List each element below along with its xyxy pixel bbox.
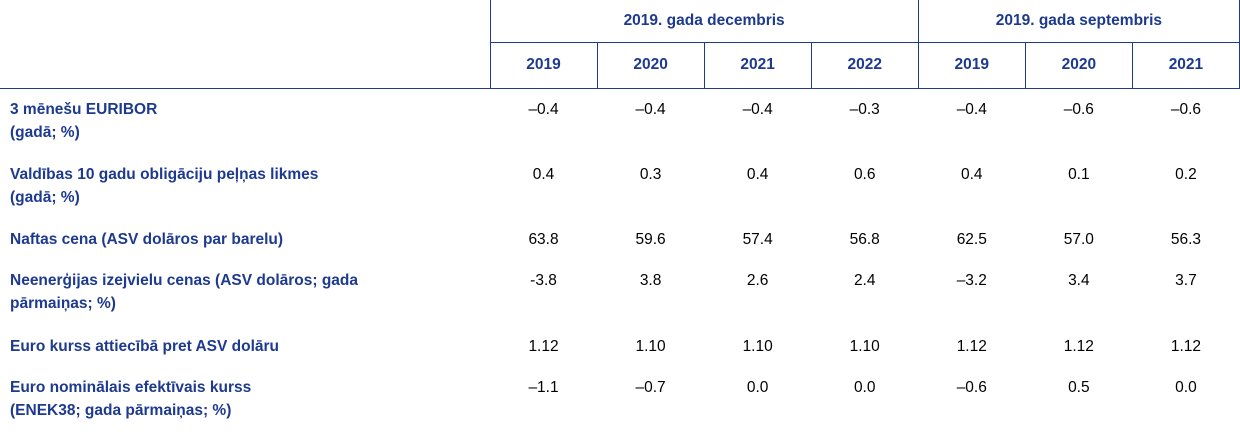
value-cell: 1.12 [1063,338,1094,355]
data-row: Euro kurss attiecībā pret ASV dolāru 1.12… [0,326,1240,367]
value-cell: –1.1 [528,379,559,396]
row-label-line: Euro nominālais efektīvais kurss [10,379,252,396]
value-cell: 62.5 [956,231,987,248]
value-cell: 0.4 [532,166,555,183]
value-cell: 57.4 [742,231,773,248]
value-cell: 2.6 [746,272,769,289]
value-cell: 1.12 [1170,338,1202,355]
corner-cell [0,0,491,89]
row-label-line: Valdības 10 gadu obligāciju peļņas likme… [10,166,319,183]
year-header: 2022 [811,42,919,89]
year-header: 2019 [490,42,598,89]
value-cell: 2.4 [853,272,876,289]
year-header: 2021 [704,42,812,89]
row-label-line: (ENEK38; gada pārmaiņas; %) [10,402,232,419]
value-cell: 3.8 [639,272,662,289]
row-label: Valdības 10 gadu obligāciju peļņas likme… [0,154,490,219]
row-label-line: Euro kurss attiecībā pret ASV dolāru [10,338,280,355]
value-cell: –0.3 [849,100,880,118]
value-cell: –0.6 [1170,100,1202,118]
value-cell: 56.3 [1170,231,1202,248]
data-row: Euro nominālais efektīvais kurss (ENEK38;… [0,367,1240,433]
value-cell: –0.4 [635,100,666,118]
row-label: 3 mēnešu EURIBOR (gadā; %) [0,88,490,154]
row-label-line: Naftas cena (ASV dolāros par barelu) [10,231,284,248]
value-cell: –0.7 [635,379,666,396]
value-cell: 0.1 [1068,166,1090,183]
value-cell: 0.5 [1068,379,1090,396]
row-label: Euro nominālais efektīvais kurss (ENEK38;… [0,367,490,433]
data-row: Valdības 10 gadu obligāciju peļņas likme… [0,154,1240,219]
value-cell: –0.4 [956,100,987,118]
header-row: 2019 2020 2021 2022 2019 2020 2021 [0,42,1240,89]
value-cell: 0.0 [853,379,876,396]
value-cell: –0.4 [742,100,773,118]
data-row: Naftas cena (ASV dolāros par barelu) 63.8… [0,219,1240,260]
value-cell: 57.0 [1063,231,1094,248]
row-label: Euro kurss attiecībā pret ASV dolāru [0,326,490,367]
column-group-header: 2019. gada decembris [490,0,919,43]
value-cell: 1.10 [742,338,773,355]
row-label-line: (gadā; %) [10,123,80,141]
value-cell: 0.0 [1175,379,1197,396]
value-cell: 0.4 [961,166,983,183]
year-header: 2021 [1132,42,1240,89]
value-cell: 3.4 [1068,272,1090,289]
year-header: 2020 [1025,42,1133,89]
value-cell: 1.10 [635,338,666,355]
row-label-line: Neenerģijas izejvielu cenas (ASV dolāros… [10,272,359,312]
value-cell: 56.8 [849,231,880,248]
value-cell: 0.6 [853,166,876,183]
data-row: Neenerģijas izejvielu cenas (ASV dolāros… [0,260,1240,326]
row-label: Naftas cena (ASV dolāros par barelu) [0,219,490,260]
value-cell: –0.4 [528,100,559,118]
year-header: 2020 [597,42,705,89]
value-cell: 0.0 [746,379,769,396]
year-header: 2019 [918,42,1026,89]
value-cell: 59.6 [635,231,666,248]
value-cell: 0.3 [639,166,662,183]
row-label-line: 3 mēnešu EURIBOR [10,100,158,118]
row-label: Neenerģijas izejvielu cenas (ASV dolāros… [0,260,490,326]
value-cell: –0.6 [1063,100,1094,118]
value-cell: -3.8 [530,272,557,289]
header-row: 2019. gada decembris 2019. gada septembri… [0,0,1240,89]
value-cell: 0.4 [746,166,769,183]
value-cell: 63.8 [528,231,559,248]
row-label-line: (gadā; %) [10,189,80,206]
value-cell: 1.12 [528,338,559,355]
value-cell: 1.10 [849,338,880,355]
data-row: 3 mēnešu EURIBOR (gadā; %) –0.4 –0.4 –0.4 –0.… [0,88,1240,154]
value-cell: 3.7 [1175,272,1197,289]
value-cell: 1.12 [956,338,987,355]
column-group-header: 2019. gada septembris [918,0,1240,43]
value-cell: –3.2 [956,272,987,289]
value-cell: –0.6 [956,379,987,396]
value-cell: 0.2 [1175,166,1197,183]
